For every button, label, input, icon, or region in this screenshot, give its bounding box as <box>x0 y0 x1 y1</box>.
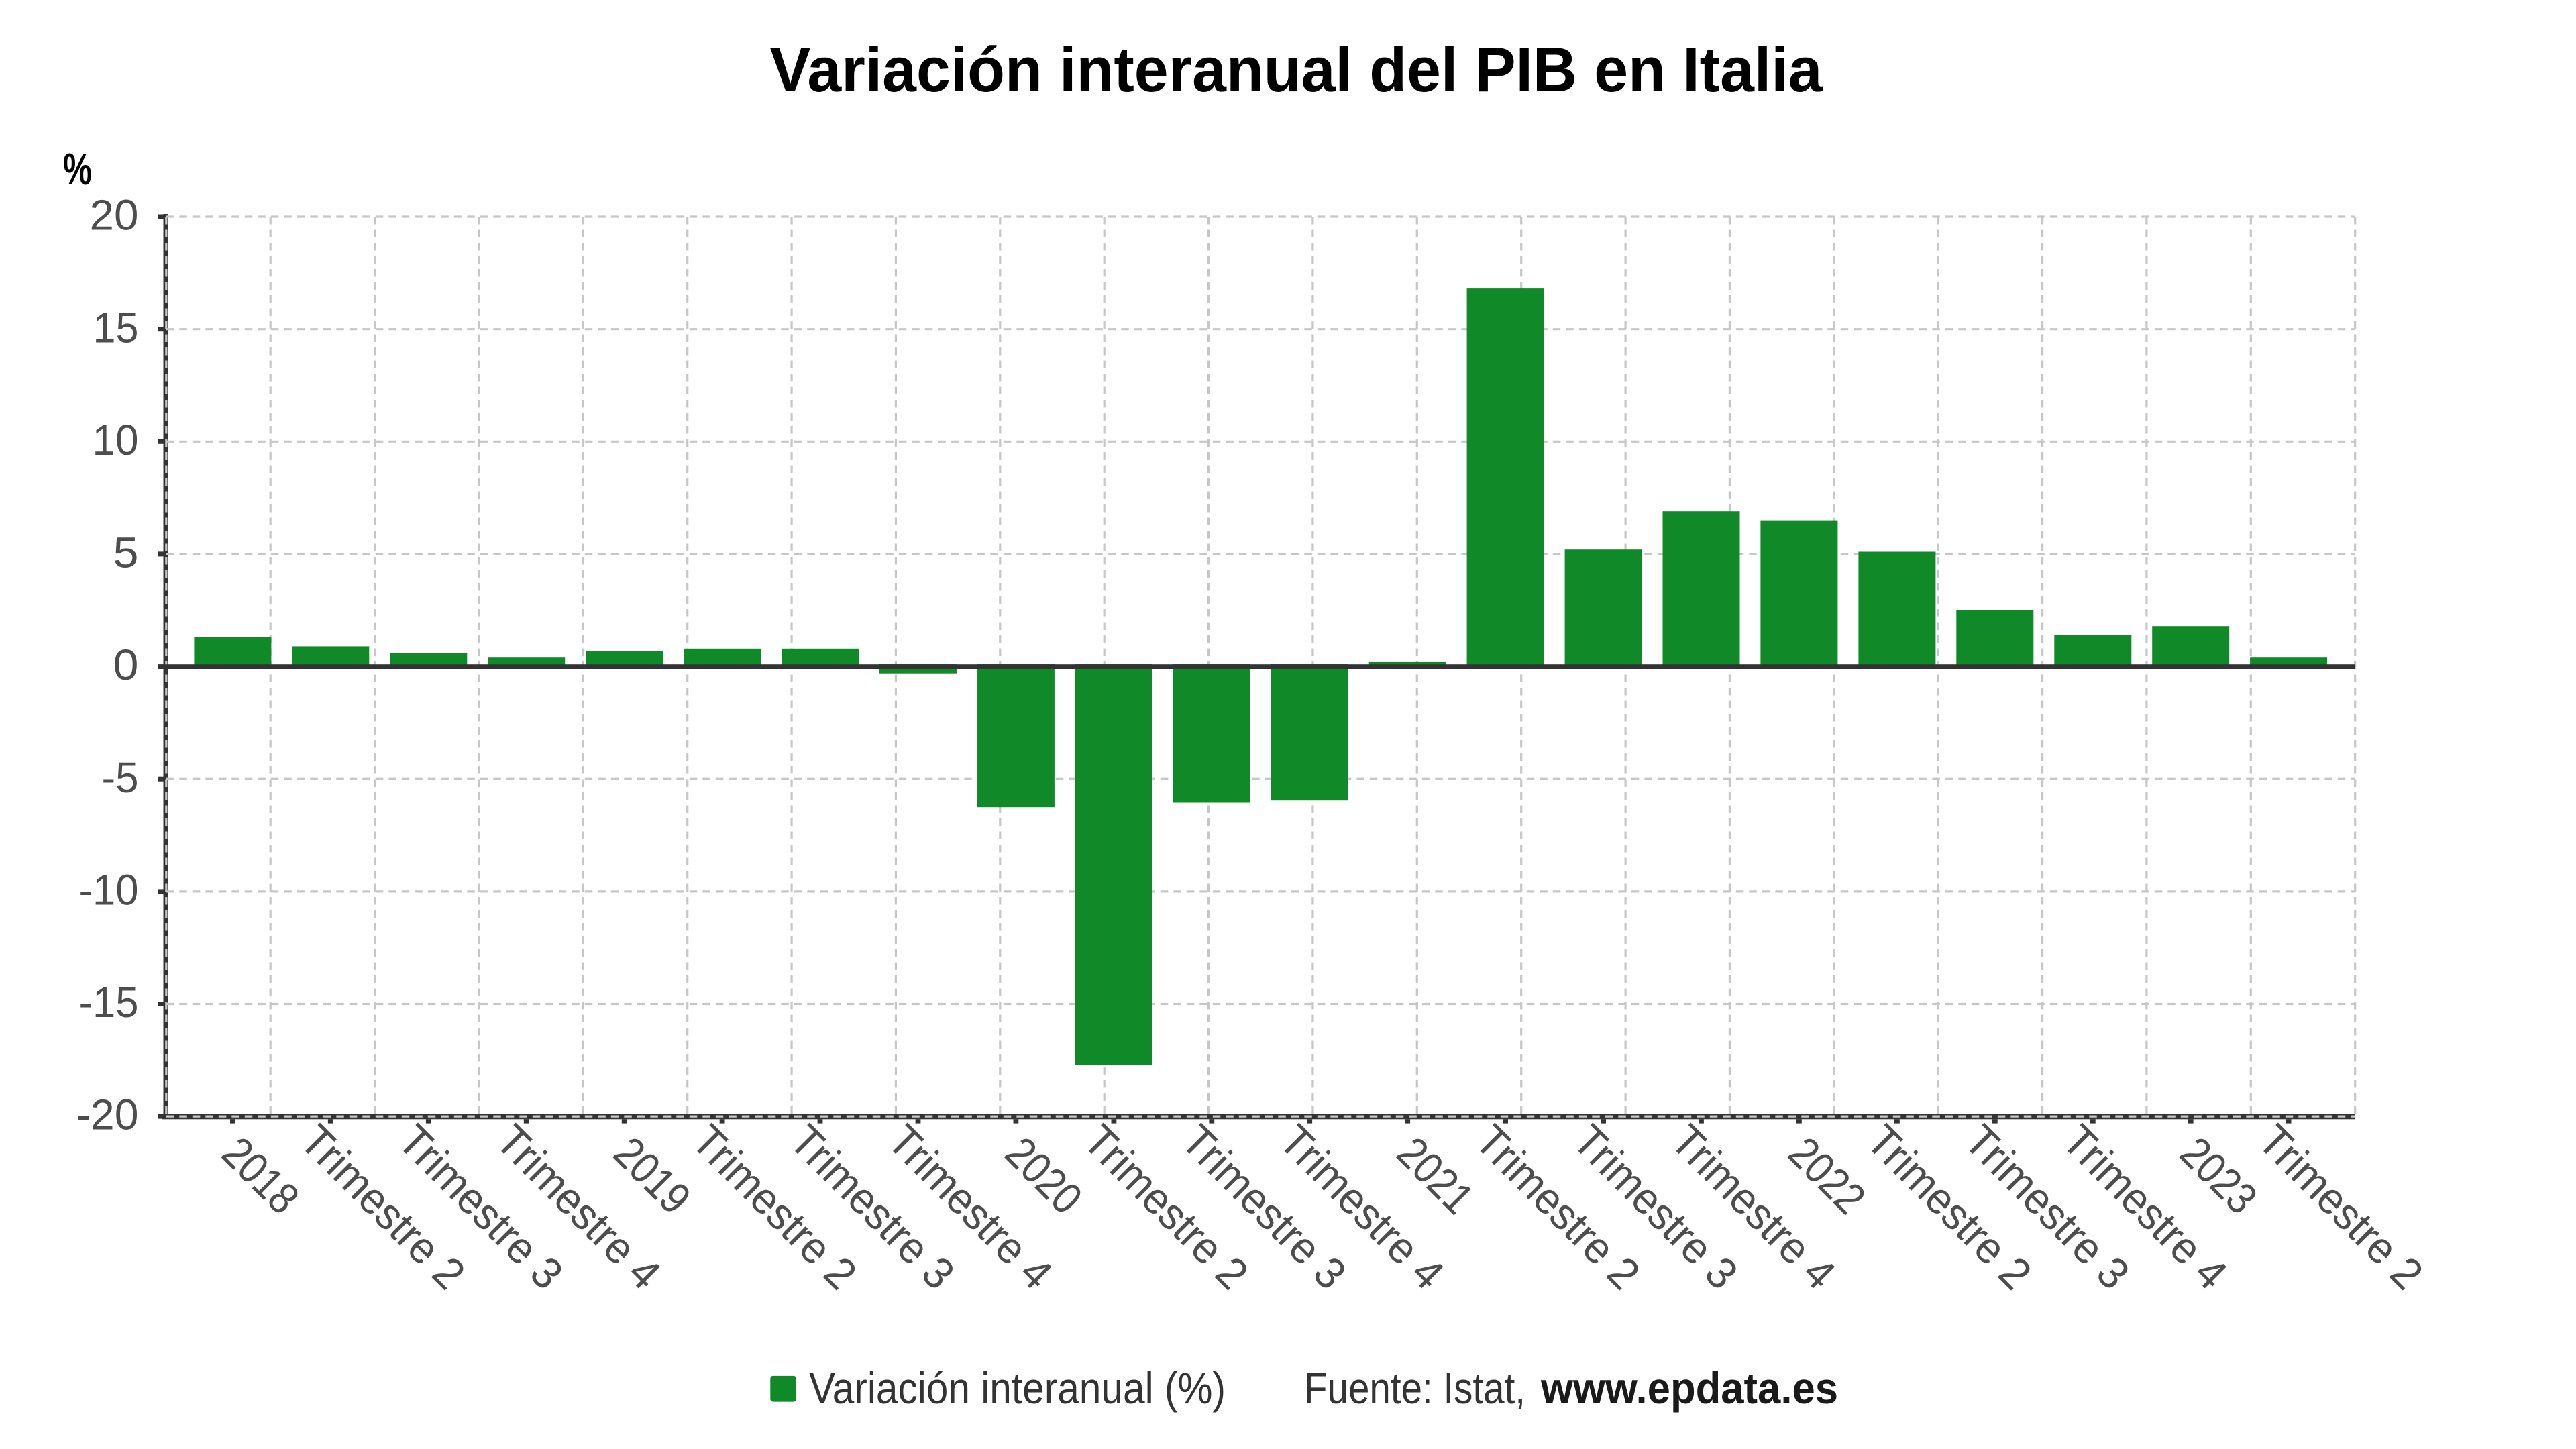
svg-text:20: 20 <box>90 191 139 239</box>
svg-text:Variación interanual del PIB e: Variación interanual del PIB en Italia <box>770 34 1823 105</box>
svg-text:15: 15 <box>93 303 139 352</box>
svg-text:10: 10 <box>93 416 139 464</box>
svg-text:0: 0 <box>113 641 139 689</box>
svg-text:Variación interanual (%): Variación interanual (%) <box>809 1363 1226 1413</box>
svg-text:%: % <box>63 144 92 195</box>
svg-text:Fuente: Istat,: Fuente: Istat, <box>1304 1363 1525 1413</box>
svg-text:-20: -20 <box>76 1091 139 1139</box>
svg-text:-10: -10 <box>79 866 139 914</box>
svg-text:www.epdata.es: www.epdata.es <box>1540 1363 1838 1413</box>
svg-text:5: 5 <box>113 529 139 577</box>
svg-text:-15: -15 <box>79 978 139 1026</box>
svg-text:-5: -5 <box>102 753 139 802</box>
